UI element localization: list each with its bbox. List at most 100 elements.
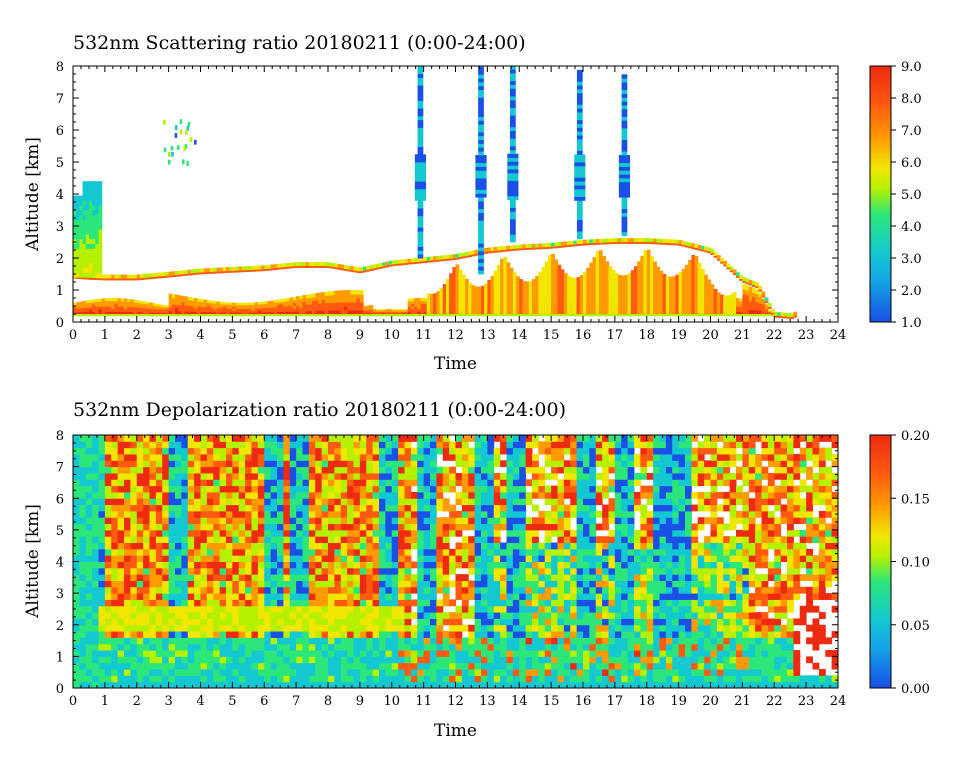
depolarization-cell bbox=[283, 669, 291, 676]
depolarization-cell bbox=[340, 656, 348, 664]
depolarization-cell bbox=[347, 624, 354, 632]
scattering-cell bbox=[394, 311, 399, 313]
depolarization-cell bbox=[213, 479, 221, 487]
depolarization-cell bbox=[226, 529, 233, 537]
depolarization-cell bbox=[308, 460, 316, 468]
scattering-cell bbox=[328, 306, 332, 311]
depolarization-cell bbox=[410, 466, 418, 474]
scattering-cell bbox=[481, 285, 485, 314]
scattering-cell bbox=[280, 299, 284, 303]
scattering-cell bbox=[283, 308, 288, 312]
scattering-cell bbox=[95, 181, 100, 187]
scattering-cell bbox=[366, 265, 371, 270]
scattering-cell bbox=[152, 310, 157, 313]
scattering-cell bbox=[257, 309, 262, 313]
depolarization-cell bbox=[391, 542, 399, 550]
scattering-cell bbox=[92, 262, 96, 268]
depolarization-cell bbox=[315, 453, 323, 461]
depolarization-cell bbox=[232, 447, 240, 455]
depolarization-cell bbox=[289, 542, 297, 550]
depolarization-cell bbox=[124, 485, 131, 493]
depolarization-cell bbox=[79, 529, 87, 537]
scattering-cell bbox=[751, 305, 756, 311]
scattering-cell bbox=[516, 248, 520, 251]
depolarization-cell bbox=[404, 656, 412, 664]
depolarization-cell bbox=[379, 460, 386, 468]
depolarization-cell bbox=[245, 637, 252, 645]
scattering-cell bbox=[614, 242, 619, 244]
depolarization-cell bbox=[194, 555, 201, 562]
depolarization-cell bbox=[340, 441, 348, 449]
depolarization-cell bbox=[270, 631, 278, 638]
depolarization-cell bbox=[315, 510, 323, 518]
scattering-cell bbox=[646, 242, 651, 244]
scattering-cell bbox=[245, 308, 249, 311]
scattering-cell bbox=[672, 243, 677, 246]
depolarization-cell bbox=[340, 479, 348, 487]
scattering-cell bbox=[286, 314, 291, 317]
depolarization-cell bbox=[92, 441, 99, 449]
depolarization-cell bbox=[206, 650, 214, 657]
depolarization-cell bbox=[238, 447, 246, 455]
scattering-cell bbox=[414, 162, 427, 167]
depolarization-cell bbox=[302, 435, 310, 442]
scattering-cell bbox=[200, 268, 205, 273]
scattering-cell bbox=[162, 312, 167, 315]
depolarization-cell bbox=[289, 618, 297, 626]
scattering-cell bbox=[407, 258, 412, 263]
scattering-cell bbox=[200, 314, 205, 317]
scattering-cell bbox=[468, 282, 473, 314]
depolarization-cell bbox=[232, 441, 240, 449]
depolarization-cell bbox=[124, 529, 131, 537]
scattering-cell bbox=[222, 267, 227, 272]
scattering-cell bbox=[292, 296, 297, 301]
scattering-cell bbox=[226, 302, 230, 305]
depolarization-cell bbox=[398, 479, 405, 487]
depolarization-cell bbox=[289, 567, 297, 575]
scattering-cell bbox=[574, 169, 586, 174]
depolarization-cell bbox=[257, 453, 265, 461]
depolarization-cell bbox=[347, 631, 354, 638]
depolarization-cell bbox=[98, 479, 106, 487]
scattering-cell bbox=[723, 264, 728, 267]
depolarization-cell bbox=[219, 498, 227, 506]
depolarization-cell bbox=[410, 536, 418, 544]
scattering-cell bbox=[232, 302, 237, 306]
scattering-cell bbox=[238, 302, 243, 306]
depolarization-cell bbox=[149, 574, 157, 581]
scattering-cell bbox=[507, 165, 519, 170]
depolarization-cell bbox=[264, 472, 272, 480]
scattering-cell bbox=[739, 301, 743, 305]
depolarization-cell bbox=[79, 662, 87, 670]
depolarization-cell bbox=[143, 650, 150, 657]
depolarization-cell bbox=[308, 599, 316, 607]
depolarization-cell bbox=[328, 599, 335, 607]
scattering-ratio-panel: 532nm Scattering ratio 20180211 (0:00-24… bbox=[23, 32, 922, 374]
scattering-cell bbox=[478, 212, 484, 217]
scattering-cell bbox=[417, 227, 424, 232]
scattering-cell bbox=[171, 314, 176, 317]
depolarization-cell bbox=[85, 605, 93, 613]
depolarization-cell bbox=[315, 542, 323, 550]
depolarization-cell bbox=[136, 643, 144, 651]
depolarization-cell bbox=[277, 536, 284, 544]
scattering-cell bbox=[478, 116, 484, 121]
scattering-cell bbox=[611, 238, 616, 243]
depolarization-cell bbox=[98, 491, 106, 499]
scattering-cell bbox=[417, 223, 424, 228]
scattering-cell bbox=[356, 310, 361, 315]
depolarization-cell bbox=[289, 491, 297, 499]
scattering-cell bbox=[292, 262, 297, 267]
depolarization-cell bbox=[187, 485, 195, 493]
scattering-cell bbox=[315, 310, 320, 315]
depolarization-cell bbox=[181, 669, 189, 676]
scattering-cell bbox=[634, 314, 638, 317]
y-tick-label: 6 bbox=[56, 124, 64, 139]
depolarization-cell bbox=[315, 435, 323, 442]
depolarization-cell bbox=[398, 675, 405, 683]
depolarization-cell bbox=[104, 662, 112, 670]
depolarization-cell bbox=[296, 593, 303, 600]
scattering-cell bbox=[98, 219, 103, 225]
depolarization-cell bbox=[283, 643, 291, 651]
scattering-cell bbox=[576, 135, 583, 140]
